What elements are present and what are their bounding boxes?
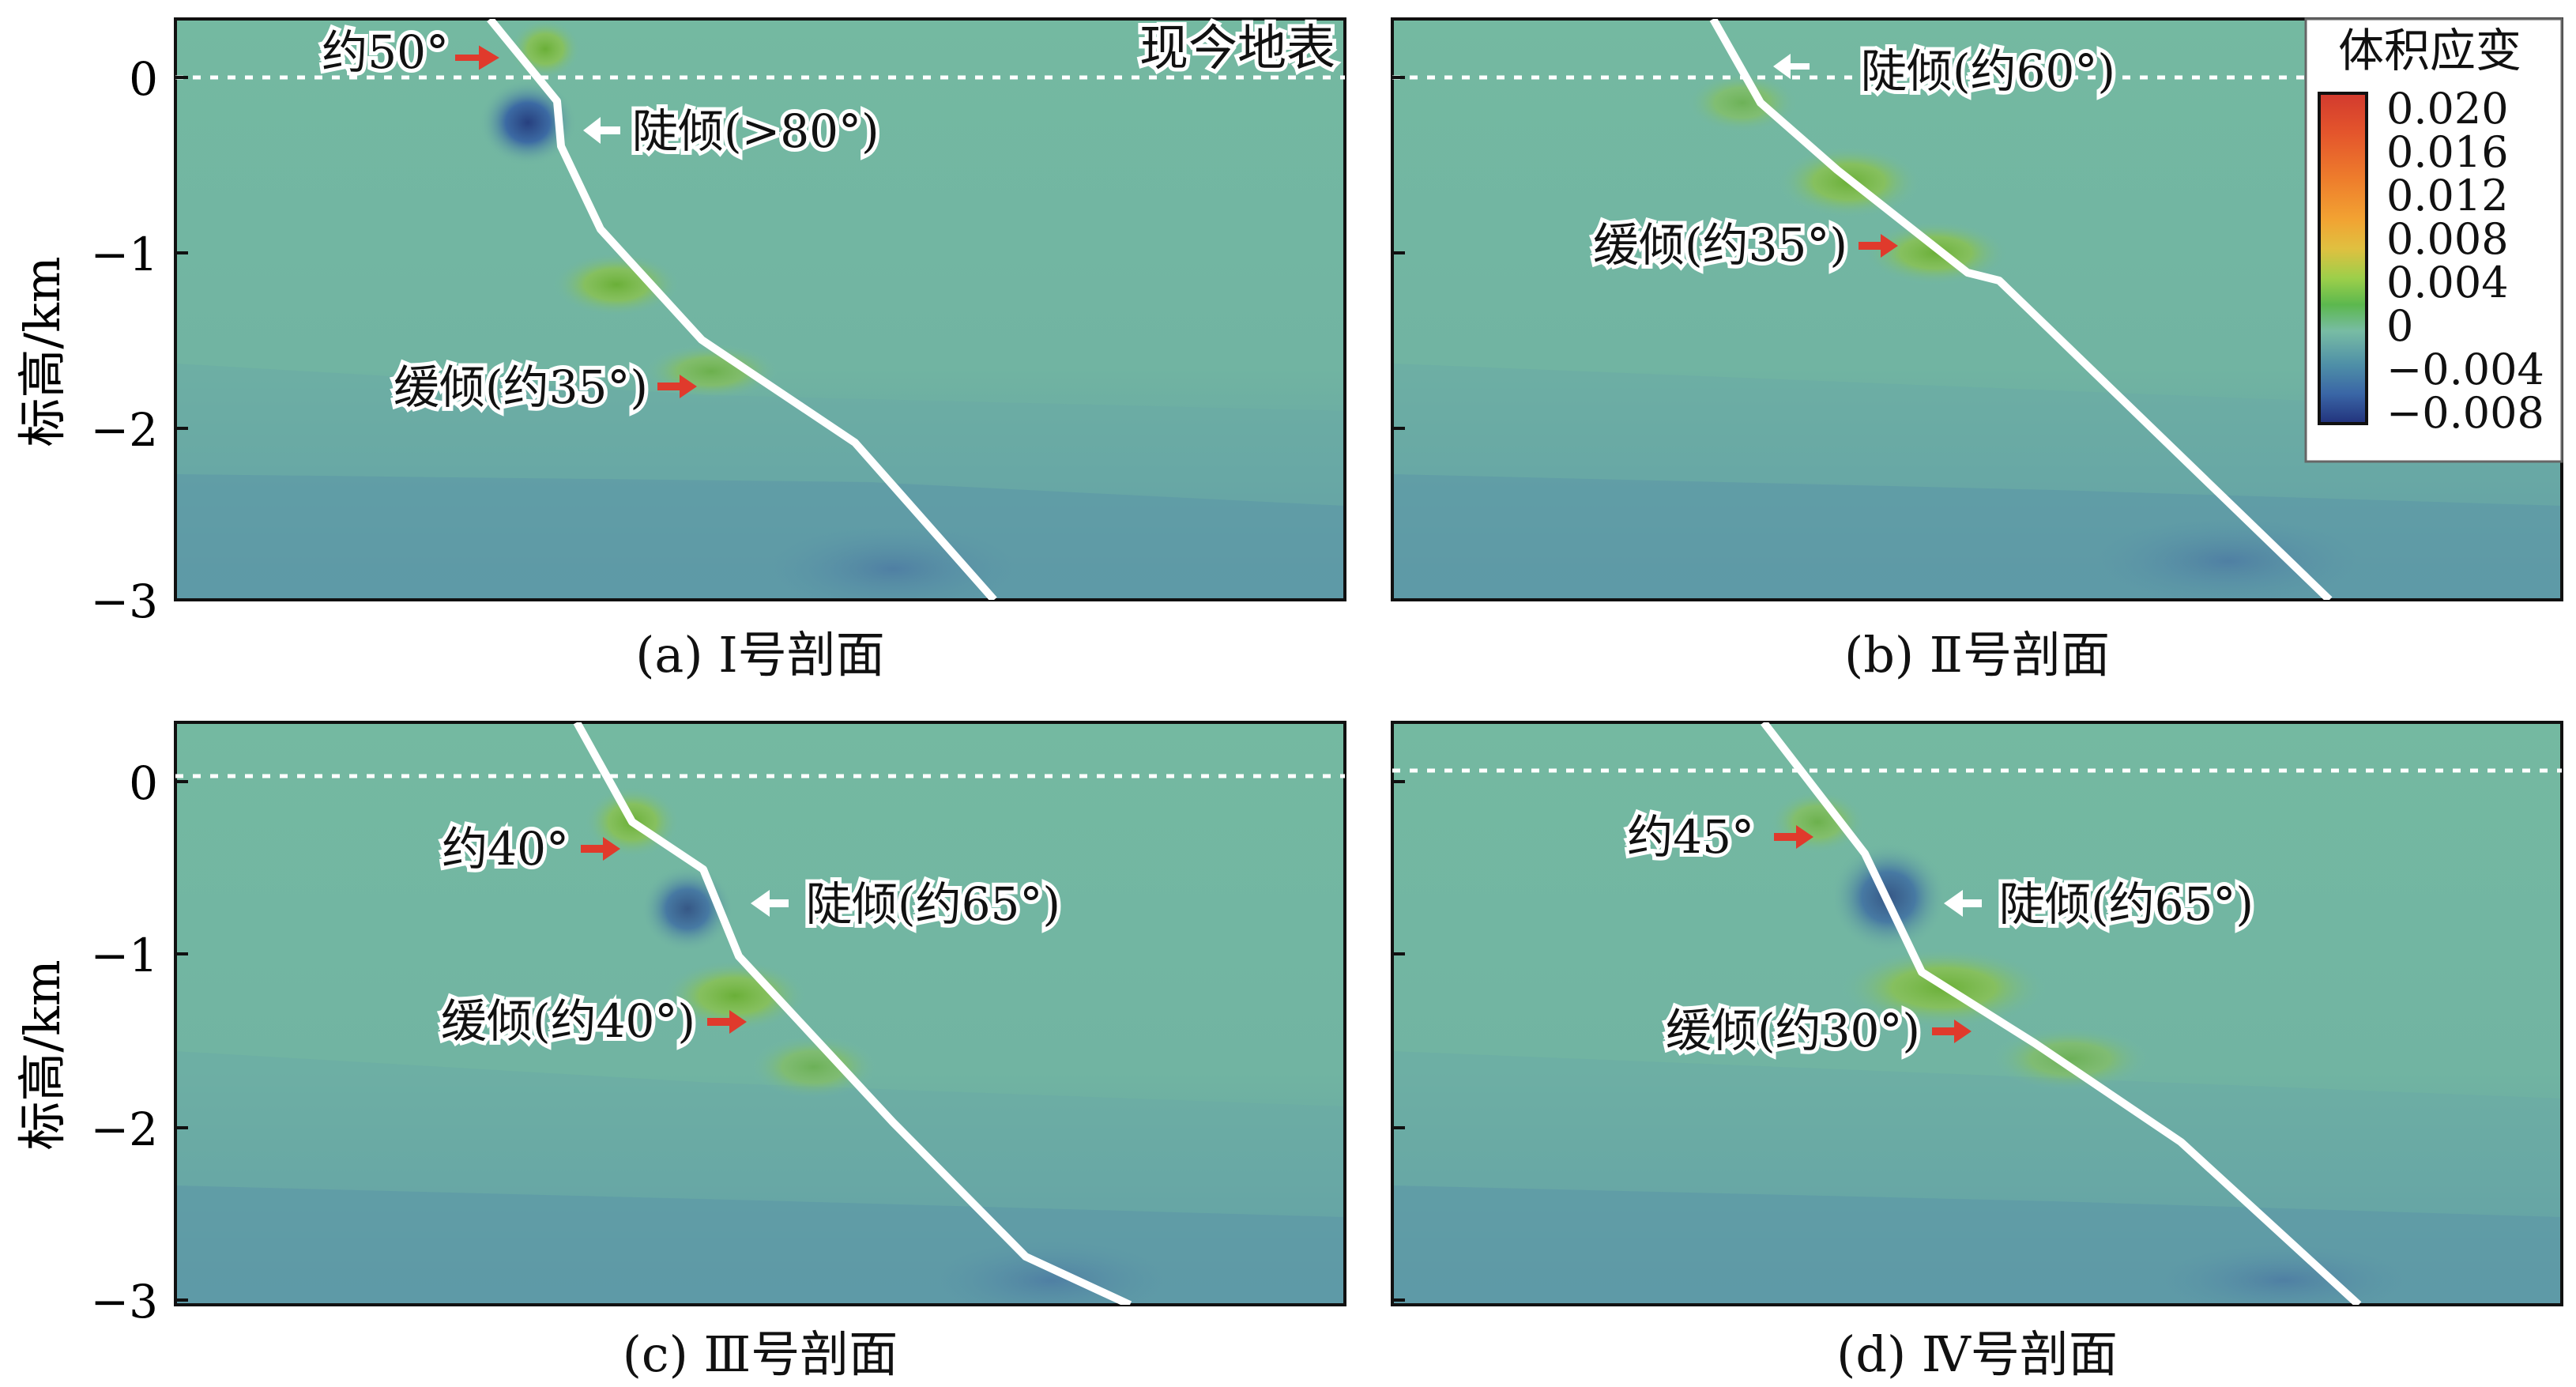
panel-d: 约45° 陡倾(约65°) 缓倾(约30°): [1391, 721, 2563, 1306]
panel-d-caption: (d) Ⅳ号剖面: [1836, 1325, 2118, 1383]
panel-a-red-arrow-2: [657, 375, 697, 398]
panel-a-ytick-2: −2: [91, 403, 159, 457]
panel-b-white-arrow-1: [1773, 54, 1810, 79]
panel-d-annotation-2: 陡倾(约65°): [1999, 877, 2254, 931]
panel-d-field: [1392, 722, 2562, 1305]
panel-c-ytick-1: −1: [91, 929, 159, 982]
panel-a-red-arrow-1: [455, 45, 499, 70]
colorbar-tick-5: 0: [2386, 301, 2413, 351]
panel-d-yticks: [1392, 780, 1405, 1302]
panel-b-red-arrow-1: [1859, 234, 1898, 258]
colorbar-tick-6: −0.004: [2386, 345, 2544, 394]
panel-a-ytick-1: −1: [91, 228, 159, 281]
panel-a-fault-line: [487, 19, 997, 600]
panel-a-yticks: 0 −1 −2 −3: [91, 52, 188, 628]
colorbar-tick-4: 0.004: [2386, 258, 2509, 307]
panel-a-white-arrow-1: [583, 117, 620, 144]
panel-c-fault-line: [573, 722, 1132, 1305]
panel-c-white-arrow-1: [751, 890, 789, 917]
panel-a-ytick-0: 0: [129, 52, 158, 106]
panel-d-fault-line: [1761, 722, 2362, 1305]
panel-c-annotation-3: 缓倾(约40°): [441, 994, 695, 1048]
panel-d-white-arrow-1: [1944, 890, 1982, 917]
panel-c-field: [175, 722, 1345, 1305]
panel-a-annotation-2: 陡倾(>80°): [632, 104, 879, 158]
panel-c-ylabel: 标高/km: [13, 959, 71, 1150]
panel-d-annotation-1: 约45°: [1627, 810, 1754, 864]
panel-b-annotation-2: 缓倾(约35°): [1593, 218, 1847, 272]
panel-c: 0 −1 −2 −3 标高/km 约40° 陡倾(约65°) 缓倾(约40°): [13, 721, 1346, 1329]
panel-a-caption: (a) Ⅰ号剖面: [635, 626, 885, 684]
panel-c-red-arrow-1: [581, 837, 620, 861]
panel-a-field: [175, 19, 1345, 600]
panel-a: 0 −1 −2 −3 标高/km 现今地表 约50° 陡倾(>80°) 缓倾(约…: [13, 15, 1346, 628]
panel-c-ytick-2: −2: [91, 1102, 159, 1156]
panel-b: 陡倾(约60°) 缓倾(约35°) 体积应变 0.020 0.016 0.012…: [1391, 17, 2563, 601]
panel-d-red-arrow-1: [1774, 825, 1813, 849]
panel-b-yticks: [1392, 76, 1405, 601]
colorbar: 体积应变 0.020 0.016 0.012 0.008 0.004 0 −0.…: [2304, 17, 2563, 463]
panel-a-ytick-3: −3: [91, 575, 159, 628]
panel-c-ytick-0: 0: [129, 756, 158, 810]
colorbar-tick-7: −0.008: [2386, 388, 2544, 438]
panel-c-caption: (c) Ⅲ号剖面: [623, 1325, 898, 1383]
panel-b-annotation-1: 陡倾(约60°): [1861, 44, 2115, 98]
colorbar-tick-1: 0.016: [2386, 127, 2509, 177]
colorbar-tick-0: 0.020: [2386, 84, 2509, 134]
panel-c-ytick-3: −3: [91, 1275, 159, 1329]
panel-d-red-arrow-2: [1932, 1020, 1972, 1043]
panel-d-annotation-3: 缓倾(约30°): [1666, 1004, 1920, 1057]
panel-c-annotation-1: 约40°: [442, 822, 569, 876]
panel-a-annotation-3: 缓倾(约35°): [394, 360, 648, 414]
panel-b-fault-line: [1709, 19, 2333, 600]
panel-b-caption: (b) Ⅱ号剖面: [1844, 626, 2110, 684]
colorbar-gradient: [2318, 92, 2368, 425]
panel-a-surface-label: 现今地表: [1139, 19, 1335, 77]
colorbar-tick-2: 0.012: [2386, 171, 2509, 220]
panel-c-red-arrow-2: [707, 1010, 747, 1034]
colorbar-title: 体积应变: [2338, 24, 2521, 77]
colorbar-tick-3: 0.008: [2386, 214, 2509, 264]
panel-a-annotation-1: 约50°: [322, 25, 449, 79]
panel-a-ylabel: 标高/km: [13, 256, 71, 447]
panel-c-annotation-2: 陡倾(约65°): [806, 877, 1060, 931]
panel-c-yticks: 0 −1 −2 −3: [91, 756, 188, 1329]
